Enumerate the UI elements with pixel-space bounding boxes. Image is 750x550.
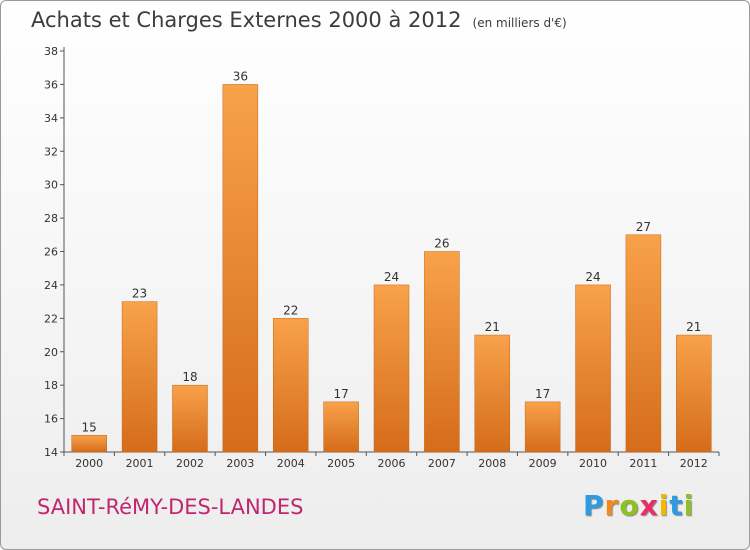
proxiti-logo: Proxiti: [583, 489, 694, 522]
bar: [575, 284, 611, 453]
data-label: 17: [535, 387, 550, 401]
x-tick-label: 2007: [428, 457, 456, 470]
y-tick-label: 22: [44, 312, 58, 325]
y-tick-label: 26: [44, 246, 58, 259]
bar: [272, 318, 309, 453]
bar: [121, 301, 158, 453]
y-tick-label: 14: [44, 446, 58, 459]
x-tick-label: 2008: [478, 457, 506, 470]
y-tick-label: 20: [44, 346, 58, 359]
title-row: Achats et Charges Externes 2000 à 2012 (…: [31, 8, 567, 32]
commune-name: SAINT-RéMY-DES-LANDES: [37, 495, 304, 519]
x-tick-label: 2003: [226, 457, 254, 470]
y-tick-label: 30: [44, 179, 58, 192]
x-tick-label: 2011: [629, 457, 657, 470]
logo-letter: i: [658, 489, 670, 522]
x-tick-label: 2009: [529, 457, 557, 470]
data-label: 36: [233, 69, 248, 83]
logo-letter: x: [639, 489, 659, 522]
chart-title: Achats et Charges Externes 2000 à 2012: [31, 8, 462, 32]
x-tick-label: 2012: [680, 457, 708, 470]
y-tick-label: 18: [44, 379, 58, 392]
bars: [71, 84, 712, 453]
bar: [625, 234, 662, 453]
bar: [474, 334, 511, 453]
x-tick-label: 2004: [277, 457, 305, 470]
data-label: 21: [485, 320, 500, 334]
data-label: 15: [82, 420, 97, 434]
x-tick-label: 2006: [378, 457, 406, 470]
data-label: 26: [434, 237, 449, 251]
data-label: 17: [333, 387, 348, 401]
data-label: 22: [283, 303, 298, 317]
data-label: 27: [636, 220, 651, 234]
bar: [172, 384, 208, 453]
data-label: 24: [384, 270, 399, 284]
data-label: 23: [132, 287, 147, 301]
y-tick-label: 28: [44, 212, 58, 225]
bar: [323, 401, 359, 453]
bar: [676, 334, 712, 453]
data-label: 18: [182, 370, 197, 384]
bar: [524, 401, 561, 453]
data-labels: 15 23 18 36 22 17 24 26 21 17 24 27 21: [82, 69, 702, 434]
logo-letter: i: [683, 489, 695, 522]
y-tick-label: 24: [44, 279, 58, 292]
y-tick-label: 32: [44, 145, 58, 158]
bar: [373, 284, 410, 453]
data-label: 21: [686, 320, 701, 334]
logo-letter: o: [619, 489, 640, 522]
logo-letter: r: [604, 489, 620, 522]
x-tick-label: 2010: [579, 457, 607, 470]
data-label: 24: [585, 270, 600, 284]
logo-letter: P: [583, 489, 605, 522]
x-tick-label: 2000: [75, 457, 103, 470]
x-tick-label: 2005: [327, 457, 355, 470]
y-tick-label: 16: [44, 413, 58, 426]
bar: [222, 84, 259, 453]
bar: [71, 435, 107, 453]
logo-letter: t: [669, 489, 684, 522]
bar: [424, 251, 460, 453]
y-tick-label: 36: [44, 78, 58, 91]
y-tick-label: 34: [44, 112, 58, 125]
x-tick-label: 2002: [176, 457, 204, 470]
axes: 14 16 18 20 22 24 26 28 30 32 34 36 38 2000 2001 2002 20…: [44, 45, 720, 470]
y-tick-label: 38: [44, 45, 58, 58]
x-tick-label: 2001: [126, 457, 154, 470]
chart-subtitle: (en milliers d'€): [472, 16, 567, 30]
